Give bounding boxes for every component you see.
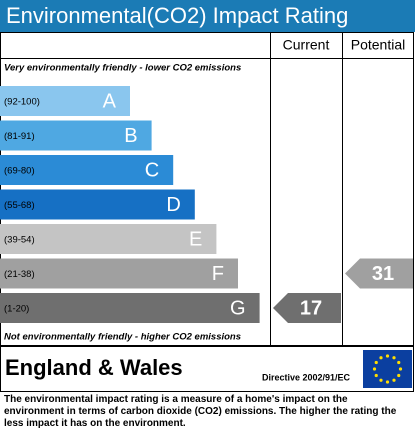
band-letter: E: [189, 228, 202, 250]
band-letter: G: [230, 297, 246, 319]
band-bar: [0, 224, 217, 254]
region: England & Wales: [5, 355, 183, 380]
band-bar: [0, 293, 260, 323]
band-range: (21-38): [4, 269, 35, 280]
star: [379, 356, 383, 360]
band-range: (39-54): [4, 235, 35, 246]
potential-header: Potential: [351, 37, 405, 53]
band-range: (92-100): [4, 97, 40, 108]
star: [392, 378, 396, 382]
potential-arrow: [345, 258, 413, 289]
band-letter: B: [124, 125, 137, 147]
description: The environmental impact rating is a mea…: [4, 394, 397, 429]
star: [374, 360, 378, 365]
rating-chart: Environmental(CO2) Impact Rating Current…: [0, 0, 415, 392]
band-letter: D: [166, 194, 180, 216]
current-header: Current: [283, 37, 330, 53]
band-letter: A: [103, 90, 117, 112]
star: [372, 367, 377, 371]
table-frame: [0, 32, 414, 346]
band-bar: [0, 258, 238, 289]
footer-frame: [0, 346, 414, 392]
star: [397, 360, 401, 365]
star: [374, 373, 378, 378]
band-bar: [0, 155, 174, 185]
star: [398, 367, 403, 371]
potential-value: 31: [372, 263, 394, 285]
star: [397, 373, 401, 378]
star: [385, 380, 390, 384]
eu-stars: [372, 354, 403, 384]
band-range: (81-91): [4, 131, 35, 142]
star: [379, 378, 383, 382]
bottom-note: Not environmentally friendly - higher CO…: [4, 332, 241, 343]
star: [392, 356, 396, 360]
title-bar: [0, 0, 415, 32]
title: Environmental(CO2) Impact Rating: [6, 3, 348, 28]
top-note: Very environmentally friendly - lower CO…: [4, 63, 241, 74]
band-letter: F: [212, 263, 224, 285]
band-letter: C: [145, 159, 159, 181]
directive: Directive 2002/91/EC: [262, 372, 351, 382]
band-bar: [0, 86, 130, 116]
band-range: (69-80): [4, 166, 35, 177]
star: [385, 354, 390, 358]
current-value: 17: [300, 297, 322, 319]
band-bar: [0, 189, 195, 220]
band-bar: [0, 120, 152, 151]
band-range: (1-20): [4, 304, 29, 315]
band-range: (55-68): [4, 200, 35, 211]
current-arrow: [273, 293, 341, 323]
